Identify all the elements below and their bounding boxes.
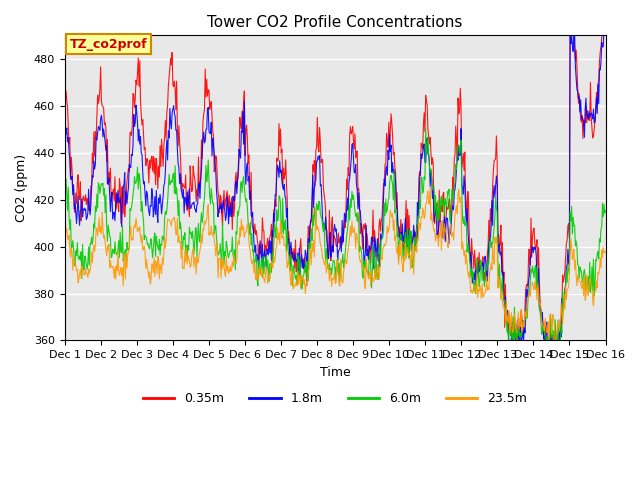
Legend: 0.35m, 1.8m, 6.0m, 23.5m: 0.35m, 1.8m, 6.0m, 23.5m	[138, 387, 532, 410]
Y-axis label: CO2 (ppm): CO2 (ppm)	[15, 154, 28, 222]
Title: Tower CO2 Profile Concentrations: Tower CO2 Profile Concentrations	[207, 15, 463, 30]
X-axis label: Time: Time	[319, 366, 350, 379]
Text: TZ_co2prof: TZ_co2prof	[70, 37, 148, 50]
